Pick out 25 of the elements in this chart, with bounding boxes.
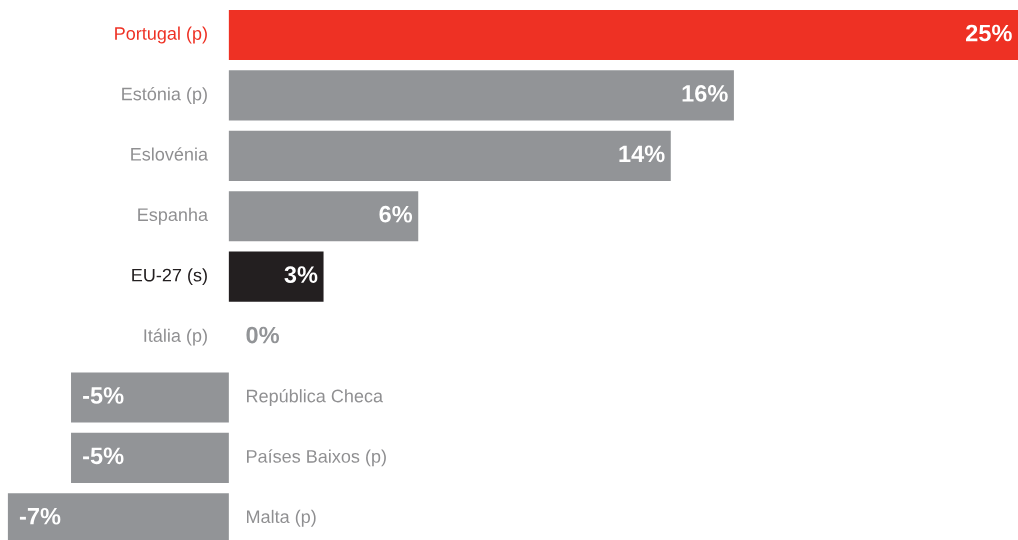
y-tick-label: Países Baixos (p)	[247, 449, 386, 467]
bar	[228, 191, 419, 242]
bar	[228, 251, 324, 302]
bar	[228, 130, 671, 181]
data-label: 6%	[379, 205, 413, 223]
data-label: 14%	[619, 145, 665, 163]
data-label: -5%	[83, 387, 124, 404]
bar	[228, 70, 734, 121]
bar	[71, 372, 229, 423]
y-tick-label: República Checa	[247, 388, 384, 406]
y-tick-label: Eslovénia	[131, 147, 209, 161]
bar	[71, 432, 229, 483]
data-label: 0%	[246, 326, 280, 344]
y-tick-label: Espanha	[138, 207, 209, 225]
y-tick-label: EU-27 (s)	[132, 268, 207, 286]
data-label: 16%	[682, 85, 728, 102]
data-label: 25%	[966, 24, 1012, 42]
y-tick-label: Malta (p)	[247, 509, 316, 527]
data-label: -5%	[83, 447, 124, 465]
bar	[228, 9, 1018, 61]
y-tick-label: Itália (p)	[144, 328, 207, 346]
y-tick-label: Estónia (p)	[122, 86, 207, 104]
data-label: 3%	[284, 266, 318, 284]
data-label: -7%	[19, 507, 61, 525]
y-tick-label: Portugal (p)	[115, 26, 207, 44]
